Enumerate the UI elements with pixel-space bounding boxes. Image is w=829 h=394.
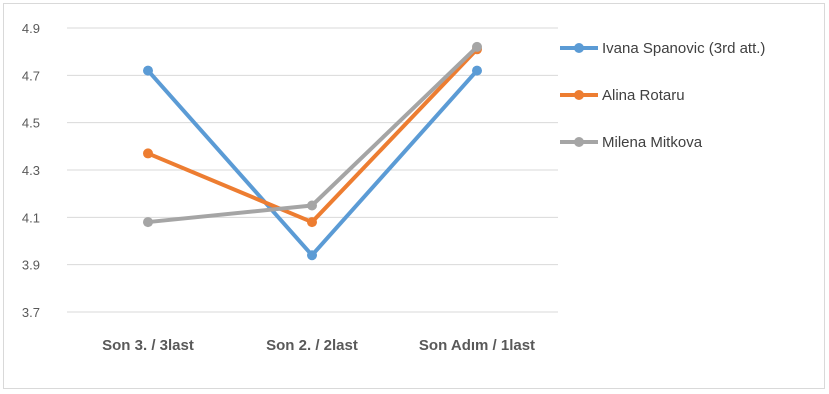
chart-area bbox=[3, 3, 825, 389]
data-point bbox=[307, 250, 317, 261]
data-point bbox=[143, 65, 153, 76]
data-point bbox=[307, 217, 317, 228]
legend-label: Ivana Spanovic (3rd att.) bbox=[602, 40, 765, 57]
legend: Ivana Spanovic (3rd att.) Alina Rotaru Mil… bbox=[560, 40, 765, 151]
legend-swatch-marker bbox=[574, 137, 584, 147]
legend-label: Milena Mitkova bbox=[602, 134, 703, 151]
x-axis: Son 3. / 3last Son 2. / 2last Son Adım / 1… bbox=[102, 337, 535, 354]
y-axis: 3.7 3.9 4.1 4.3 4.5 4.7 4.9 bbox=[22, 21, 40, 320]
legend-label: Alina Rotaru bbox=[602, 87, 685, 104]
y-tick-label: 4.1 bbox=[22, 210, 40, 225]
data-point bbox=[307, 200, 317, 211]
legend-swatch-marker bbox=[574, 90, 584, 100]
data-point bbox=[472, 41, 482, 52]
y-tick-label: 4.5 bbox=[22, 116, 40, 131]
data-point bbox=[143, 217, 153, 228]
data-point bbox=[143, 148, 153, 159]
gridlines bbox=[67, 27, 558, 313]
y-tick-label: 4.3 bbox=[22, 163, 40, 178]
y-tick-label: 3.7 bbox=[22, 305, 40, 320]
x-category-label: Son 3. / 3last bbox=[102, 337, 194, 354]
data-point bbox=[472, 65, 482, 76]
x-category-label: Son 2. / 2last bbox=[266, 337, 358, 354]
y-tick-label: 4.9 bbox=[22, 21, 40, 36]
legend-swatch-marker bbox=[574, 43, 584, 53]
y-tick-label: 3.9 bbox=[22, 258, 40, 273]
x-category-label: Son Adım / 1last bbox=[419, 337, 535, 354]
series-line bbox=[146, 44, 479, 225]
series-lines bbox=[143, 41, 482, 261]
y-tick-label: 4.7 bbox=[22, 68, 40, 83]
